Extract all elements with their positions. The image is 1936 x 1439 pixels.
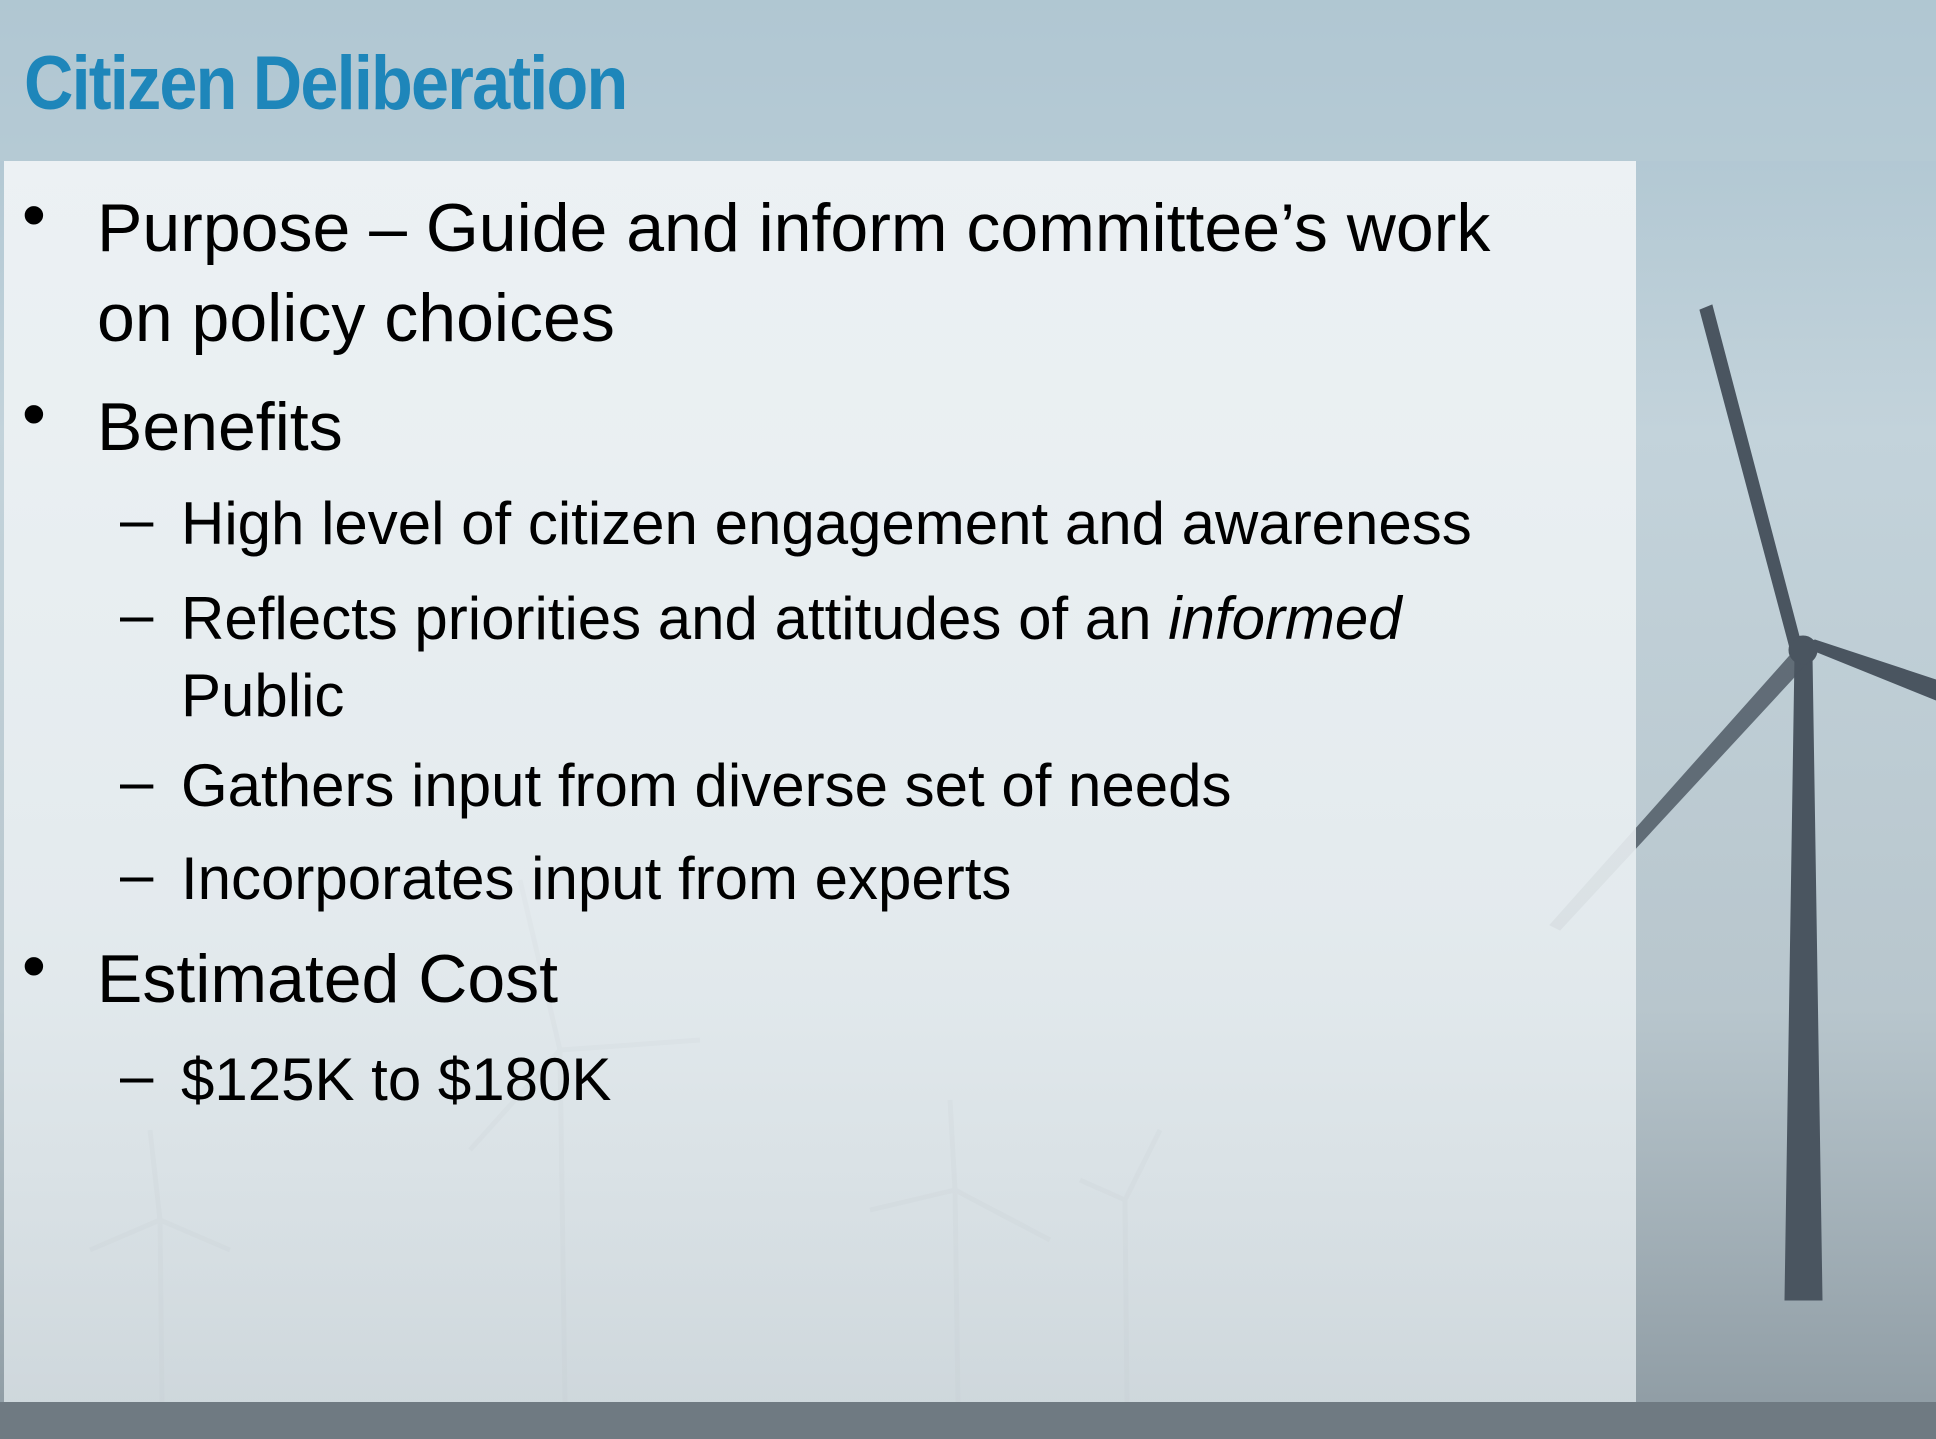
content-panel [4, 161, 1636, 1402]
bullet-text: Purpose – Guide and inform committee’s w… [97, 190, 1491, 356]
sub-bullet: Reflects priorities and attitudes of an … [181, 580, 1581, 734]
sub-bullet-text: Gathers input from diverse set of needs [181, 752, 1232, 819]
sub-bullet-text: High level of citizen engagement and awa… [181, 490, 1472, 557]
bullet-text: Benefits [97, 389, 343, 465]
sub-bullet-text: Reflects priorities and attitudes of an [181, 585, 1152, 652]
bullet-text: Estimated Cost [97, 941, 559, 1017]
emphasis: informed [1168, 585, 1402, 652]
sub-bullet-text: Incorporates input from experts [181, 845, 1012, 912]
bullet: • [22, 376, 46, 452]
dash: – [120, 486, 154, 553]
dash: – [120, 581, 154, 648]
dash: – [120, 1042, 154, 1109]
bullet: • [22, 177, 46, 253]
sub-bullet-text: $125K to $180K [181, 1046, 612, 1113]
dash: – [120, 841, 154, 908]
bullet: • [22, 928, 46, 1004]
dash: – [120, 748, 154, 815]
sub-bullet-tail: Public [181, 662, 345, 729]
slide-title: Citizen Deliberation [24, 41, 628, 126]
